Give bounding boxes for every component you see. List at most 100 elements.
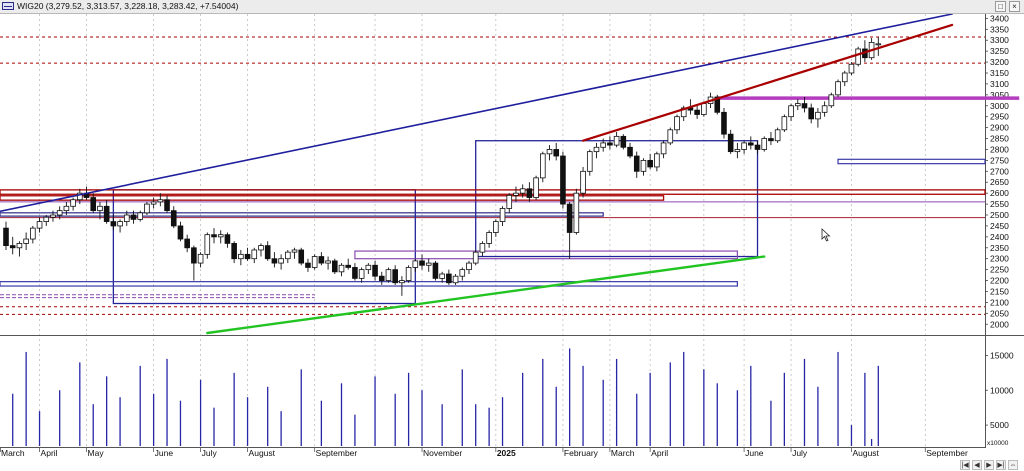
- candle-body-down: [647, 159, 653, 168]
- candle-body-up: [815, 111, 821, 120]
- candle: [506, 193, 513, 213]
- candle: [211, 228, 217, 244]
- price-tick-label: 2750: [990, 155, 1009, 165]
- candle: [16, 241, 23, 257]
- scroll-last-button[interactable]: ▶|: [996, 460, 1006, 470]
- candle: [828, 92, 835, 108]
- candle-body-up: [781, 116, 788, 131]
- time-label: April: [651, 448, 668, 458]
- candle: [808, 103, 814, 124]
- candle: [150, 197, 157, 209]
- candle: [694, 105, 700, 119]
- price-tick-label: 2450: [990, 221, 1009, 231]
- price-tick-label: 2900: [990, 123, 1009, 133]
- candle-body-down: [3, 227, 9, 247]
- candle-body-up: [774, 129, 781, 142]
- time-label: July: [202, 448, 218, 458]
- scroll-right-button[interactable]: ▶: [984, 460, 994, 470]
- time-label: February: [564, 448, 599, 458]
- candle: [63, 201, 70, 216]
- candle: [519, 184, 526, 198]
- time-scrollbar[interactable]: |◀ ◀ ▶ ▶| ⇔: [900, 460, 1024, 471]
- candle-body-up: [794, 103, 801, 107]
- price-tick-label: 2150: [990, 286, 1009, 296]
- time-label: November: [423, 448, 462, 458]
- candle-body-up: [338, 264, 345, 273]
- volume-multiplier-label: x10000: [987, 440, 1009, 447]
- candle-body-down: [627, 146, 633, 157]
- candle-body-up: [654, 153, 660, 168]
- price-volume-chart[interactable]: 2000205021002150220022502300235024002450…: [0, 14, 1024, 471]
- maximize-button[interactable]: □: [995, 1, 1006, 12]
- candle-body-down: [264, 245, 271, 260]
- window-title: WIG20 (3,279.52, 3,313.57, 3,228.18, 3,2…: [17, 1, 239, 11]
- candle-body-down: [110, 221, 117, 227]
- candle: [365, 263, 372, 275]
- cursor-arrow-icon: [821, 228, 831, 242]
- candle: [821, 101, 828, 117]
- price-tick-label: 2550: [990, 199, 1009, 209]
- candle: [499, 206, 506, 226]
- scroll-first-button[interactable]: |◀: [960, 460, 970, 470]
- scroll-left-button[interactable]: ◀: [972, 460, 982, 470]
- candle: [425, 258, 432, 272]
- candle: [184, 234, 190, 253]
- candle-body-up: [425, 262, 432, 266]
- price-tick-label: 2300: [990, 254, 1009, 264]
- candle-body-down: [392, 269, 398, 284]
- candle-body-up: [150, 201, 157, 205]
- candle-body-down: [566, 203, 573, 233]
- candle-body-down: [754, 144, 761, 150]
- candle-body-down: [130, 214, 137, 220]
- candle-body-down: [231, 243, 237, 260]
- candle: [137, 210, 144, 222]
- candle: [285, 249, 291, 264]
- candle-body-up: [486, 232, 492, 244]
- candle: [117, 219, 123, 233]
- candle: [358, 267, 365, 283]
- window-titlebar[interactable]: WIG20 (3,279.52, 3,313.57, 3,228.18, 3,2…: [0, 0, 1024, 14]
- candle: [305, 258, 311, 272]
- candle-body-down: [9, 245, 16, 249]
- candle: [815, 107, 821, 128]
- price-axis: 2000205021002150220022502300235024002450…: [985, 14, 1009, 329]
- candle: [392, 265, 398, 285]
- candle-body-up: [680, 107, 687, 118]
- time-label: August: [249, 448, 276, 458]
- trendlines: [0, 14, 954, 335]
- candle-body-up: [875, 43, 882, 46]
- candle-body-up: [405, 267, 412, 281]
- time-axis: March April May June July August September Nove…: [0, 447, 968, 458]
- candle: [446, 269, 452, 285]
- candle: [660, 140, 667, 159]
- candle: [533, 175, 539, 200]
- candle-body-up: [251, 249, 258, 260]
- close-button[interactable]: ×: [1009, 1, 1020, 12]
- candle-body-up: [674, 116, 680, 131]
- candle: [298, 247, 305, 266]
- candle: [123, 210, 130, 226]
- candle: [90, 193, 97, 213]
- candle: [419, 254, 425, 270]
- candle-body-up: [70, 199, 76, 207]
- chart-panes: [0, 14, 1024, 448]
- candle-body-up: [23, 238, 29, 244]
- candle: [77, 188, 83, 205]
- candle-body-up: [117, 221, 123, 227]
- candle-body-down: [808, 107, 814, 120]
- price-tick-label: 3150: [990, 68, 1009, 78]
- candle-body-up: [291, 249, 298, 253]
- candle: [130, 210, 137, 224]
- candle-body-down: [191, 247, 197, 264]
- price-tick-label: 2600: [990, 188, 1009, 198]
- candle-body-up: [835, 81, 841, 96]
- candle: [291, 247, 298, 259]
- candle: [553, 142, 560, 161]
- candle: [217, 230, 224, 244]
- candle: [727, 129, 734, 154]
- candle-body-up: [412, 260, 419, 268]
- scroll-zoom-button[interactable]: ⇔: [1008, 460, 1018, 470]
- candle: [405, 265, 412, 283]
- candle: [439, 271, 445, 283]
- volume-tick-label: 5000: [990, 420, 1009, 430]
